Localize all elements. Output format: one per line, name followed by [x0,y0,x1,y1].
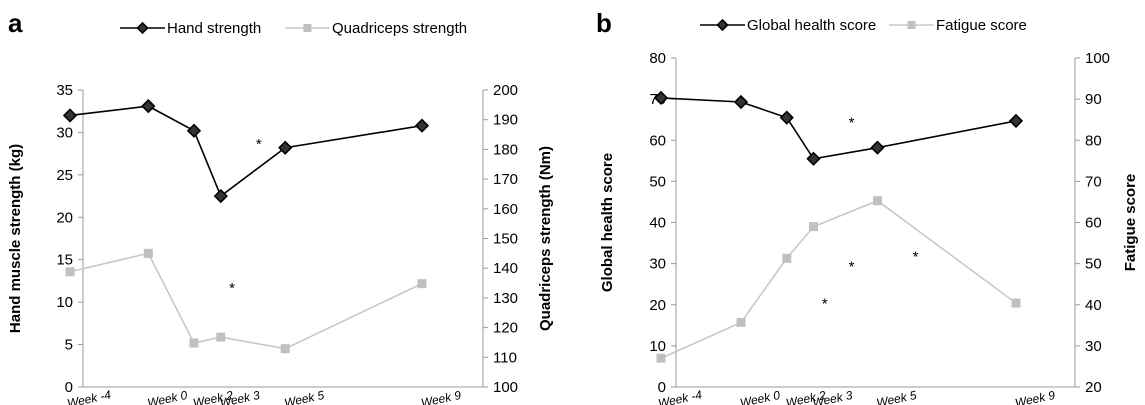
panel-letter: b [596,8,612,38]
significance-asterisk: * [849,115,855,132]
x-tick-label: Week 9 [1014,388,1057,405]
data-point-diamond [213,188,228,204]
left-tick-label: 20 [56,209,73,226]
data-point-square [782,253,792,263]
data-point-diamond [653,90,669,106]
y-axis-title-left: Global health score [599,153,616,292]
left-tick-label: 5 [65,337,73,354]
right-tick-label: 70 [1085,173,1102,190]
y-axis-title-right: Fatigue score [1122,174,1139,272]
significance-asterisk: * [849,259,855,276]
right-tick-label: 50 [1085,256,1102,273]
right-tick-label: 120 [493,320,518,337]
legend-label: Quadriceps strength [332,20,467,37]
data-point-square [65,267,75,277]
left-tick-label: 30 [56,124,73,141]
series-line [69,105,423,198]
significance-asterisk: * [913,248,919,265]
data-point-square [280,344,290,354]
data-point-diamond [779,110,794,125]
legend-label: Hand strength [167,20,261,37]
data-point-square [873,196,882,206]
left-tick-label: 10 [56,294,73,311]
legend-label: Fatigue score [936,17,1027,34]
series-line [69,252,423,350]
left-tick-label: 35 [56,82,73,99]
left-tick-label: 50 [649,173,666,190]
right-tick-label: 190 [493,112,518,129]
right-tick-label: 170 [493,171,518,188]
series-primary [653,90,1024,166]
right-tick-label: 130 [493,290,518,307]
y-axis-title-right: Quadriceps strength (Nm) [537,146,554,331]
left-tick-label: 20 [649,297,666,314]
data-point-square [809,222,818,232]
data-point-diamond [414,118,430,133]
data-point-diamond [1008,113,1024,129]
left-tick-label: 60 [649,132,666,149]
x-tick-label: Week 0 [739,388,782,405]
legend-marker-diamond [716,18,729,32]
right-tick-label: 60 [1085,215,1102,232]
data-point-diamond [870,140,885,155]
series-line [660,97,1017,160]
significance-asterisk: * [822,296,828,313]
left-tick-label: 30 [649,256,666,273]
x-tick-label: Week 5 [283,388,326,405]
right-tick-label: 20 [1085,379,1102,396]
y-axis-title-left: Hand muscle strength (kg) [7,144,24,333]
series-primary [62,98,430,204]
data-point-diamond [141,98,156,114]
right-tick-label: 160 [493,201,518,218]
x-tick-label: Week 0 [146,388,189,405]
x-tick-label: Week 5 [875,388,918,405]
data-point-diamond [278,140,293,155]
series-secondary [65,248,427,354]
right-tick-label: 100 [1085,50,1110,67]
data-point-diamond [733,94,749,110]
left-tick-label: 15 [56,252,73,269]
right-tick-label: 140 [493,260,518,277]
right-tick-label: 110 [493,349,517,366]
legend-marker-square [303,24,312,32]
left-tick-label: 40 [649,215,666,232]
right-tick-label: 150 [493,231,518,248]
legend-marker-square [907,21,916,29]
right-tick-label: 90 [1085,91,1102,108]
data-point-square [143,248,153,258]
data-point-square [417,279,427,289]
data-point-diamond [62,108,78,123]
right-tick-label: 100 [493,379,518,396]
left-tick-label: 0 [65,379,73,396]
data-point-diamond [186,123,202,138]
legend-label: Global health score [747,17,876,34]
x-tick-label: Week 9 [420,388,463,405]
data-point-square [736,317,746,327]
left-tick-label: 25 [56,167,73,184]
data-point-square [189,338,199,348]
significance-asterisk: * [229,280,235,297]
left-tick-label: 0 [658,379,666,396]
series-secondary [656,196,1021,363]
significance-asterisk: * [256,136,262,153]
series-line [660,199,1017,359]
right-tick-label: 30 [1085,338,1102,355]
right-tick-label: 180 [493,141,518,158]
legend-marker-diamond [136,21,149,35]
data-point-square [1011,298,1021,308]
data-point-diamond [806,151,821,166]
right-tick-label: 40 [1085,297,1102,314]
left-tick-label: 80 [649,50,666,67]
chart-panel-b: b010203040506070802030405060708090100Wee… [596,8,1139,405]
data-point-square [656,353,666,363]
right-tick-label: 200 [493,82,518,99]
data-point-square [216,332,226,342]
left-tick-label: 10 [649,338,666,355]
panel-letter: a [8,8,23,38]
chart-panel-a: a 0 5 10 15 20 25 30 35 100 110 120 130 140 150 160 170 1… [7,8,554,405]
right-tick-label: 80 [1085,132,1102,149]
